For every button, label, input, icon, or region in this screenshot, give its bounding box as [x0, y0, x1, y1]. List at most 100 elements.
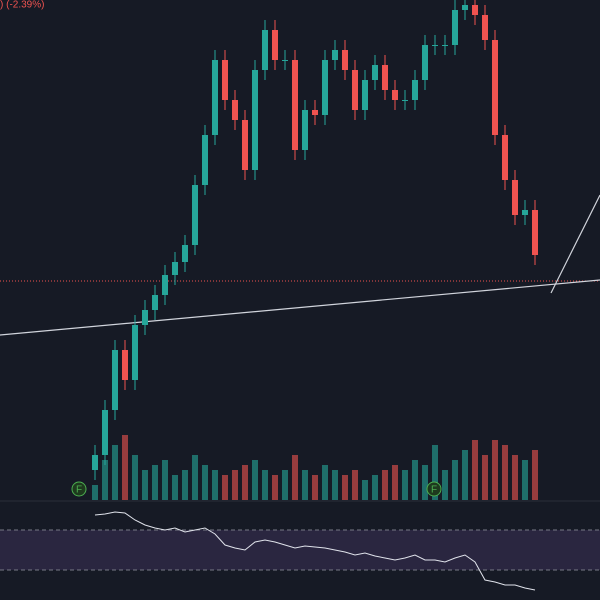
marker-label: F: [76, 485, 82, 496]
candle-body: [372, 65, 378, 80]
candle-body: [242, 120, 248, 170]
candle-body: [442, 45, 448, 46]
volume-bar: [432, 445, 438, 500]
volume-bar: [312, 475, 318, 500]
candle-body: [302, 110, 308, 150]
candle-body: [162, 275, 168, 295]
volume-bar: [512, 455, 518, 500]
volume-bar: [472, 440, 478, 500]
volume-bar: [122, 435, 128, 500]
volume-bar: [282, 470, 288, 500]
candle-body: [152, 295, 158, 310]
volume-bar: [152, 465, 158, 500]
candle-body: [92, 455, 98, 470]
candle-body: [412, 80, 418, 100]
volume-bar: [172, 475, 178, 500]
volume-bar: [402, 470, 408, 500]
candle-body: [432, 45, 438, 46]
volume-bar: [452, 460, 458, 500]
volume-bar: [222, 475, 228, 500]
candle-body: [312, 110, 318, 115]
candle-body: [262, 30, 268, 70]
candle-body: [512, 180, 518, 215]
candle-body: [362, 80, 368, 110]
volume-bar: [322, 465, 328, 500]
volume-bar: [132, 455, 138, 500]
candle-body: [402, 100, 408, 101]
volume-bar: [372, 475, 378, 500]
candle-body: [522, 210, 528, 215]
volume-bar: [92, 485, 98, 500]
candle-body: [452, 10, 458, 45]
volume-bar: [532, 450, 538, 500]
volume-bar: [342, 475, 348, 500]
volume-bar: [262, 470, 268, 500]
candle-body: [122, 350, 128, 380]
candle-body: [472, 5, 478, 15]
volume-bar: [492, 440, 498, 500]
volume-bar: [362, 480, 368, 500]
trend-line: [550, 194, 600, 294]
volume-bar: [242, 465, 248, 500]
candle-body: [422, 45, 428, 80]
candle-body: [212, 60, 218, 135]
volume-bar: [102, 460, 108, 500]
candle-body: [112, 350, 118, 410]
earnings-marker: F: [426, 481, 442, 497]
candle-body: [252, 70, 258, 170]
price-change: ) (-2.39%): [0, 0, 44, 11]
candle-body: [322, 60, 328, 115]
volume-bar: [352, 470, 358, 500]
candle-body: [492, 40, 498, 135]
candle-body: [132, 325, 138, 380]
volume-bar: [462, 450, 468, 500]
volume-bar: [412, 460, 418, 500]
candle-body: [332, 50, 338, 60]
candle-body: [482, 15, 488, 40]
candle-body: [232, 100, 238, 120]
volume-bar: [162, 460, 168, 500]
candle-body: [172, 262, 178, 275]
volume-bar: [482, 455, 488, 500]
rsi-band: [0, 530, 600, 570]
candle-body: [222, 60, 228, 100]
marker-label: F: [431, 485, 437, 496]
candle-body: [392, 90, 398, 100]
volume-bar: [292, 455, 298, 500]
rsi-line: [94, 511, 536, 591]
candle-body: [282, 60, 288, 61]
candle-body: [352, 70, 358, 110]
volume-bar: [232, 470, 238, 500]
volume-bar: [272, 475, 278, 500]
volume-bar: [182, 470, 188, 500]
candle-body: [102, 410, 108, 455]
candle-body: [382, 65, 388, 90]
volume-bar: [392, 465, 398, 500]
volume-bar: [382, 470, 388, 500]
candle-body: [502, 135, 508, 180]
candle-body: [342, 50, 348, 70]
candle-body: [532, 210, 538, 255]
candle-body: [192, 185, 198, 245]
candle-body: [462, 5, 468, 10]
earnings-marker: F: [71, 481, 87, 497]
candle-body: [292, 60, 298, 150]
volume-bar: [192, 455, 198, 500]
volume-bar: [202, 465, 208, 500]
volume-bar: [212, 470, 218, 500]
candle-body: [272, 30, 278, 60]
volume-bar: [442, 470, 448, 500]
volume-bar: [332, 470, 338, 500]
volume-bar: [302, 470, 308, 500]
volume-bar: [502, 445, 508, 500]
candle-body: [202, 135, 208, 185]
trend-line: [0, 279, 600, 336]
volume-bar: [142, 470, 148, 500]
volume-bar: [522, 460, 528, 500]
volume-bar: [422, 465, 428, 500]
candle-body: [142, 310, 148, 325]
volume-bar: [252, 460, 258, 500]
